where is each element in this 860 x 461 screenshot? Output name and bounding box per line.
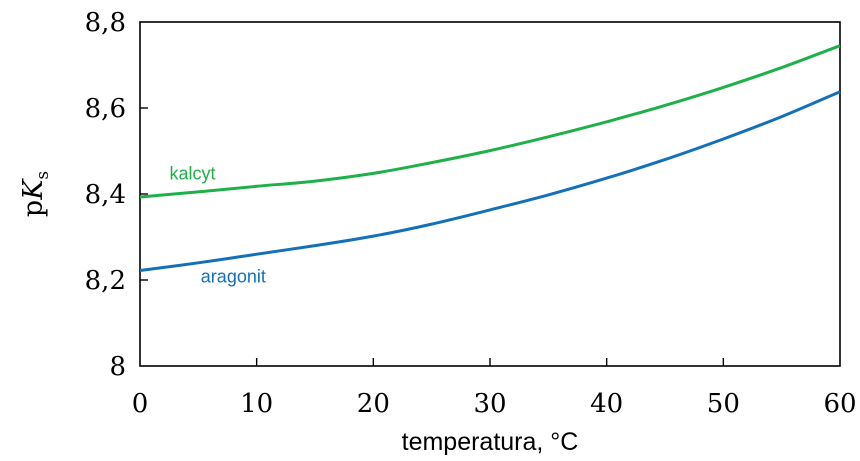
x-tick-label: 60 — [823, 389, 856, 419]
y-axis: 8 8,2 8,4 8,6 8,8 — [85, 8, 148, 382]
series-label-aragonit: aragonit — [201, 267, 266, 287]
y-tick-label: 8,4 — [85, 180, 126, 210]
x-tick-label: 10 — [240, 389, 273, 419]
x-tick-label: 40 — [590, 389, 623, 419]
x-tick-label: 20 — [357, 389, 390, 419]
y-tick-label: 8,8 — [85, 8, 126, 38]
y-axis-title: pKs — [18, 171, 53, 217]
y-tick-label: 8 — [109, 352, 126, 382]
x-tick-label: 0 — [132, 389, 149, 419]
plot-area — [140, 22, 840, 366]
x-axis-title: temperatura, °C — [402, 428, 579, 456]
y-tick-label: 8,2 — [85, 266, 126, 296]
x-tick-label: 30 — [473, 389, 506, 419]
x-axis: 0 10 20 30 40 50 60 — [132, 358, 857, 419]
y-tick-label: 8,6 — [85, 94, 126, 124]
x-tick-label: 50 — [707, 389, 740, 419]
series-label-kalcyt: kalcyt — [169, 163, 215, 183]
